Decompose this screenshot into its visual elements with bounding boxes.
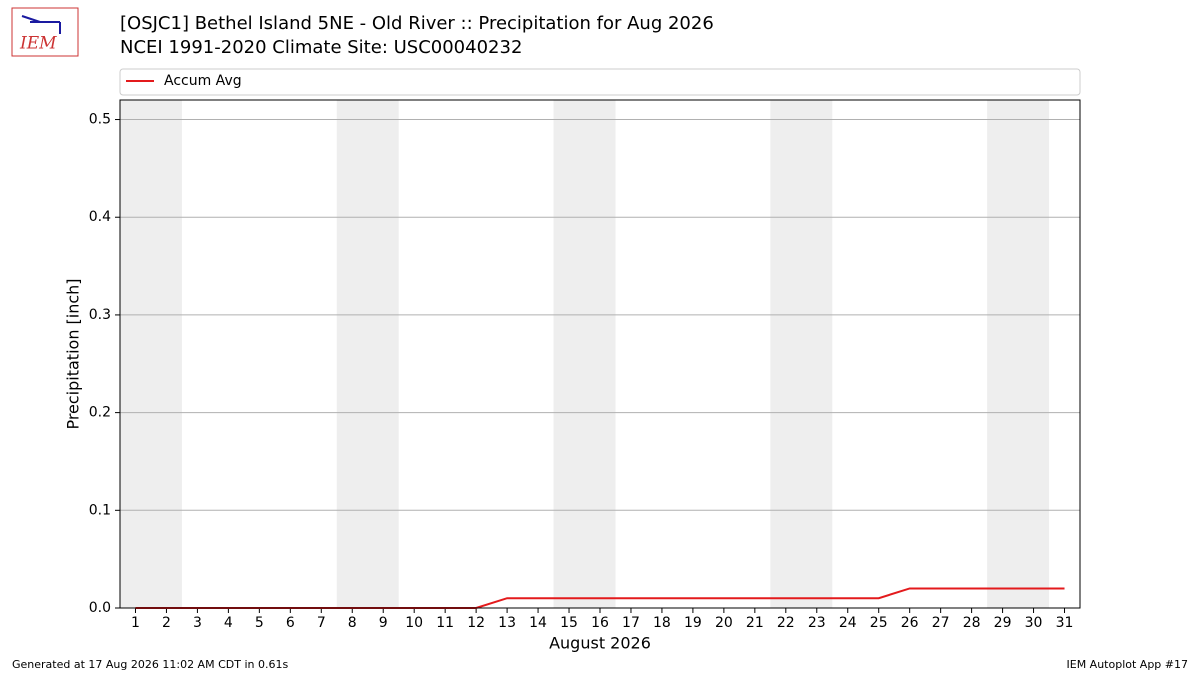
- shaded-span: [336, 100, 399, 608]
- shaded-span: [987, 100, 1050, 608]
- logo-icon: [21, 15, 61, 34]
- legend-label: Accum Avg: [164, 73, 242, 89]
- shaded-span: [770, 100, 833, 608]
- x-tick-label: 19: [684, 615, 702, 631]
- x-tick-label: 14: [529, 615, 547, 631]
- x-tick-label: 22: [777, 615, 795, 631]
- y-tick-label: 0.4: [89, 209, 111, 225]
- x-tick-label: 28: [963, 615, 981, 631]
- y-tick-label: 0.5: [89, 112, 111, 128]
- y-tick-label: 0.0: [89, 600, 111, 616]
- x-tick-label: 15: [560, 615, 578, 631]
- x-tick-label: 20: [715, 615, 733, 631]
- x-tick-label: 4: [224, 615, 233, 631]
- logo-text: IEM: [19, 34, 57, 54]
- x-tick-label: 30: [1025, 615, 1043, 631]
- x-tick-label: 18: [653, 615, 671, 631]
- x-tick-label: 13: [498, 615, 516, 631]
- x-tick-label: 29: [994, 615, 1012, 631]
- x-tick-label: 3: [193, 615, 202, 631]
- x-tick-label: 24: [839, 615, 857, 631]
- x-tick-label: 6: [286, 615, 295, 631]
- footer-right: IEM Autoplot App #17: [1067, 658, 1189, 671]
- y-axis-label: Precipitation [inch]: [64, 278, 83, 429]
- x-tick-label: 27: [932, 615, 950, 631]
- chart-title: [OSJC1] Bethel Island 5NE - Old River ::…: [120, 13, 714, 34]
- y-tick-label: 0.2: [89, 405, 111, 421]
- x-tick-label: 2: [162, 615, 171, 631]
- footer-left: Generated at 17 Aug 2026 11:02 AM CDT in…: [12, 658, 288, 671]
- x-tick-label: 31: [1056, 615, 1074, 631]
- x-tick-label: 21: [746, 615, 764, 631]
- x-tick-label: 8: [348, 615, 357, 631]
- x-tick-label: 17: [622, 615, 640, 631]
- x-tick-label: 12: [467, 615, 485, 631]
- y-tick-label: 0.3: [89, 307, 111, 323]
- x-axis-label: August 2026: [549, 634, 651, 653]
- x-tick-label: 26: [901, 615, 919, 631]
- x-tick-label: 1: [131, 615, 140, 631]
- plot-frame: [119, 99, 1081, 609]
- y-tick-label: 0.1: [89, 502, 111, 518]
- shaded-span: [553, 100, 616, 608]
- x-tick-label: 9: [379, 615, 388, 631]
- x-tick-label: 11: [436, 615, 454, 631]
- x-tick-label: 5: [255, 615, 264, 631]
- x-tick-label: 10: [405, 615, 423, 631]
- legend-box: [119, 68, 1081, 96]
- x-tick-label: 16: [591, 615, 609, 631]
- x-tick-label: 23: [808, 615, 826, 631]
- x-tick-label: 25: [870, 615, 888, 631]
- shaded-span: [120, 100, 182, 608]
- x-tick-label: 7: [317, 615, 326, 631]
- chart-subtitle: NCEI 1991-2020 Climate Site: USC00040232: [120, 37, 522, 58]
